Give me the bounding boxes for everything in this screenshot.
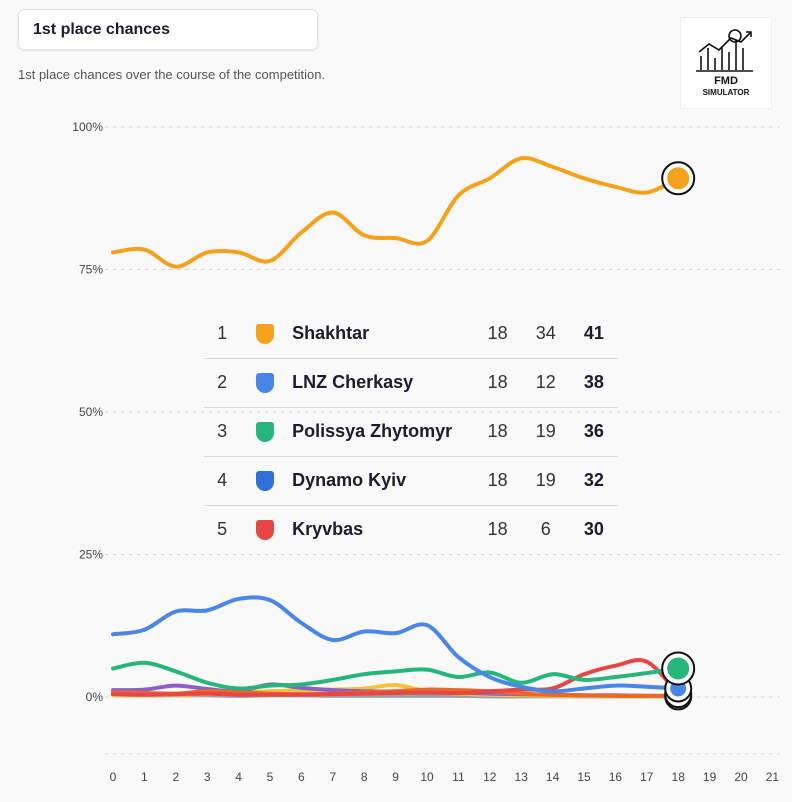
- lnz-crest-icon: [256, 373, 275, 394]
- standings-position: 2: [204, 357, 241, 407]
- y-tick-label: 50%: [79, 405, 103, 419]
- x-tick-label: 5: [267, 770, 274, 784]
- goal-difference: 12: [521, 357, 570, 407]
- series-end-crest-inner: [667, 167, 690, 190]
- team-name: Kryvbas: [290, 504, 474, 554]
- standings-table: 1 Shakhtar 18 34 41 2 LNZ Cherkasy 18 12 38 3 Polis…: [204, 309, 618, 554]
- team-name: Polissya Zhytomyr: [290, 406, 474, 456]
- polissya-crest-icon: [256, 422, 275, 443]
- x-tick-label: 16: [609, 770, 623, 784]
- x-tick-label: 2: [172, 770, 179, 784]
- standings-position: 1: [217, 322, 228, 343]
- x-tick-label: 12: [483, 770, 497, 784]
- series-end-markers: [661, 161, 696, 711]
- games-played: 18: [487, 322, 508, 343]
- goal-difference: 19: [521, 455, 570, 505]
- y-tick-label: 0%: [86, 690, 104, 704]
- series-line: [111, 657, 681, 697]
- chart-title-card[interactable]: 1st place chances: [18, 9, 318, 50]
- x-tick-label: 9: [392, 770, 399, 784]
- points: 30: [569, 504, 618, 554]
- x-tick-label: 20: [734, 770, 748, 784]
- goal-difference: 34: [535, 322, 556, 343]
- goal-difference: 19: [521, 406, 570, 456]
- x-tick-label: 10: [420, 770, 434, 784]
- x-tick-label: 21: [766, 770, 780, 784]
- fmd-simulator-logo: FMD SIMULATOR: [680, 17, 772, 109]
- standings-row[interactable]: 2 LNZ Cherkasy 18 12 38: [204, 357, 618, 407]
- x-tick-label: 1: [141, 770, 148, 784]
- games-played: 18: [473, 357, 522, 407]
- goal-difference: 6: [521, 504, 570, 554]
- team-name: Dynamo Kyiv: [290, 455, 474, 505]
- x-tick-label: 4: [235, 770, 242, 784]
- team-crest: [240, 406, 291, 456]
- x-tick-label: 0: [110, 770, 117, 784]
- x-tick-label: 19: [703, 770, 717, 784]
- standings-position: 4: [204, 455, 241, 505]
- games-played: 18: [473, 504, 522, 554]
- team-crest: [240, 309, 290, 358]
- x-tick-label: 14: [546, 770, 560, 784]
- dynamo-crest-icon: [256, 471, 275, 492]
- standings-row[interactable]: 4 Dynamo Kyiv 18 19 32: [204, 455, 618, 505]
- team-name: LNZ Cherkasy: [290, 357, 474, 407]
- series-end-crest-inner: [667, 657, 690, 680]
- x-tick-label: 18: [672, 770, 686, 784]
- points: 32: [569, 455, 618, 505]
- series-lines: [111, 156, 681, 699]
- standings-position: 5: [204, 504, 241, 554]
- chart-subtitle: 1st place chances over the course of the…: [18, 67, 326, 82]
- y-tick-label: 25%: [79, 548, 103, 562]
- x-tick-label: 6: [298, 770, 305, 784]
- series-line: [111, 595, 681, 694]
- games-played: 18: [473, 455, 522, 505]
- x-tick-label: 8: [361, 770, 368, 784]
- kryvbas-crest-icon: [256, 520, 275, 541]
- x-axis-ticks: 0 1 2 3 4 5 6 7 8 9 10 11 12 13 14 15 16 17 18 19 20 21: [110, 770, 780, 784]
- x-tick-label: 11: [452, 770, 465, 784]
- x-tick-label: 7: [329, 770, 336, 784]
- y-tick-label: 75%: [79, 263, 103, 277]
- team-crest: [240, 357, 291, 407]
- y-tick-label: 100%: [72, 120, 103, 134]
- chart-with-football-icon: FMD SIMULATOR: [696, 29, 753, 97]
- points: 38: [569, 357, 618, 407]
- x-tick-label: 13: [515, 770, 529, 784]
- shakhtar-crest-icon: [256, 323, 275, 344]
- standings-position: 3: [204, 406, 241, 456]
- x-tick-label: 15: [577, 770, 591, 784]
- games-played: 18: [473, 406, 522, 456]
- logo-text-simulator: SIMULATOR: [703, 88, 750, 97]
- standings-row[interactable]: 3 Polissya Zhytomyr 18 19 36: [204, 406, 618, 456]
- series-line: [111, 156, 681, 269]
- team-crest: [240, 455, 291, 505]
- y-axis-ticks: 0% 25% 50% 75% 100%: [72, 120, 103, 704]
- logo-text-fmd: FMD: [714, 75, 738, 87]
- chart-title: 1st place chances: [33, 20, 170, 38]
- x-tick-label: 17: [640, 770, 654, 784]
- points: 36: [569, 406, 618, 456]
- points: 41: [583, 322, 604, 343]
- standings-row[interactable]: 1 Shakhtar 18 34 41: [204, 309, 618, 358]
- series-line: [111, 660, 681, 691]
- team-crest: [240, 504, 291, 554]
- x-tick-label: 3: [204, 770, 211, 784]
- standings-row[interactable]: 5 Kryvbas 18 6 30: [204, 504, 618, 554]
- team-name: Shakhtar: [292, 322, 370, 343]
